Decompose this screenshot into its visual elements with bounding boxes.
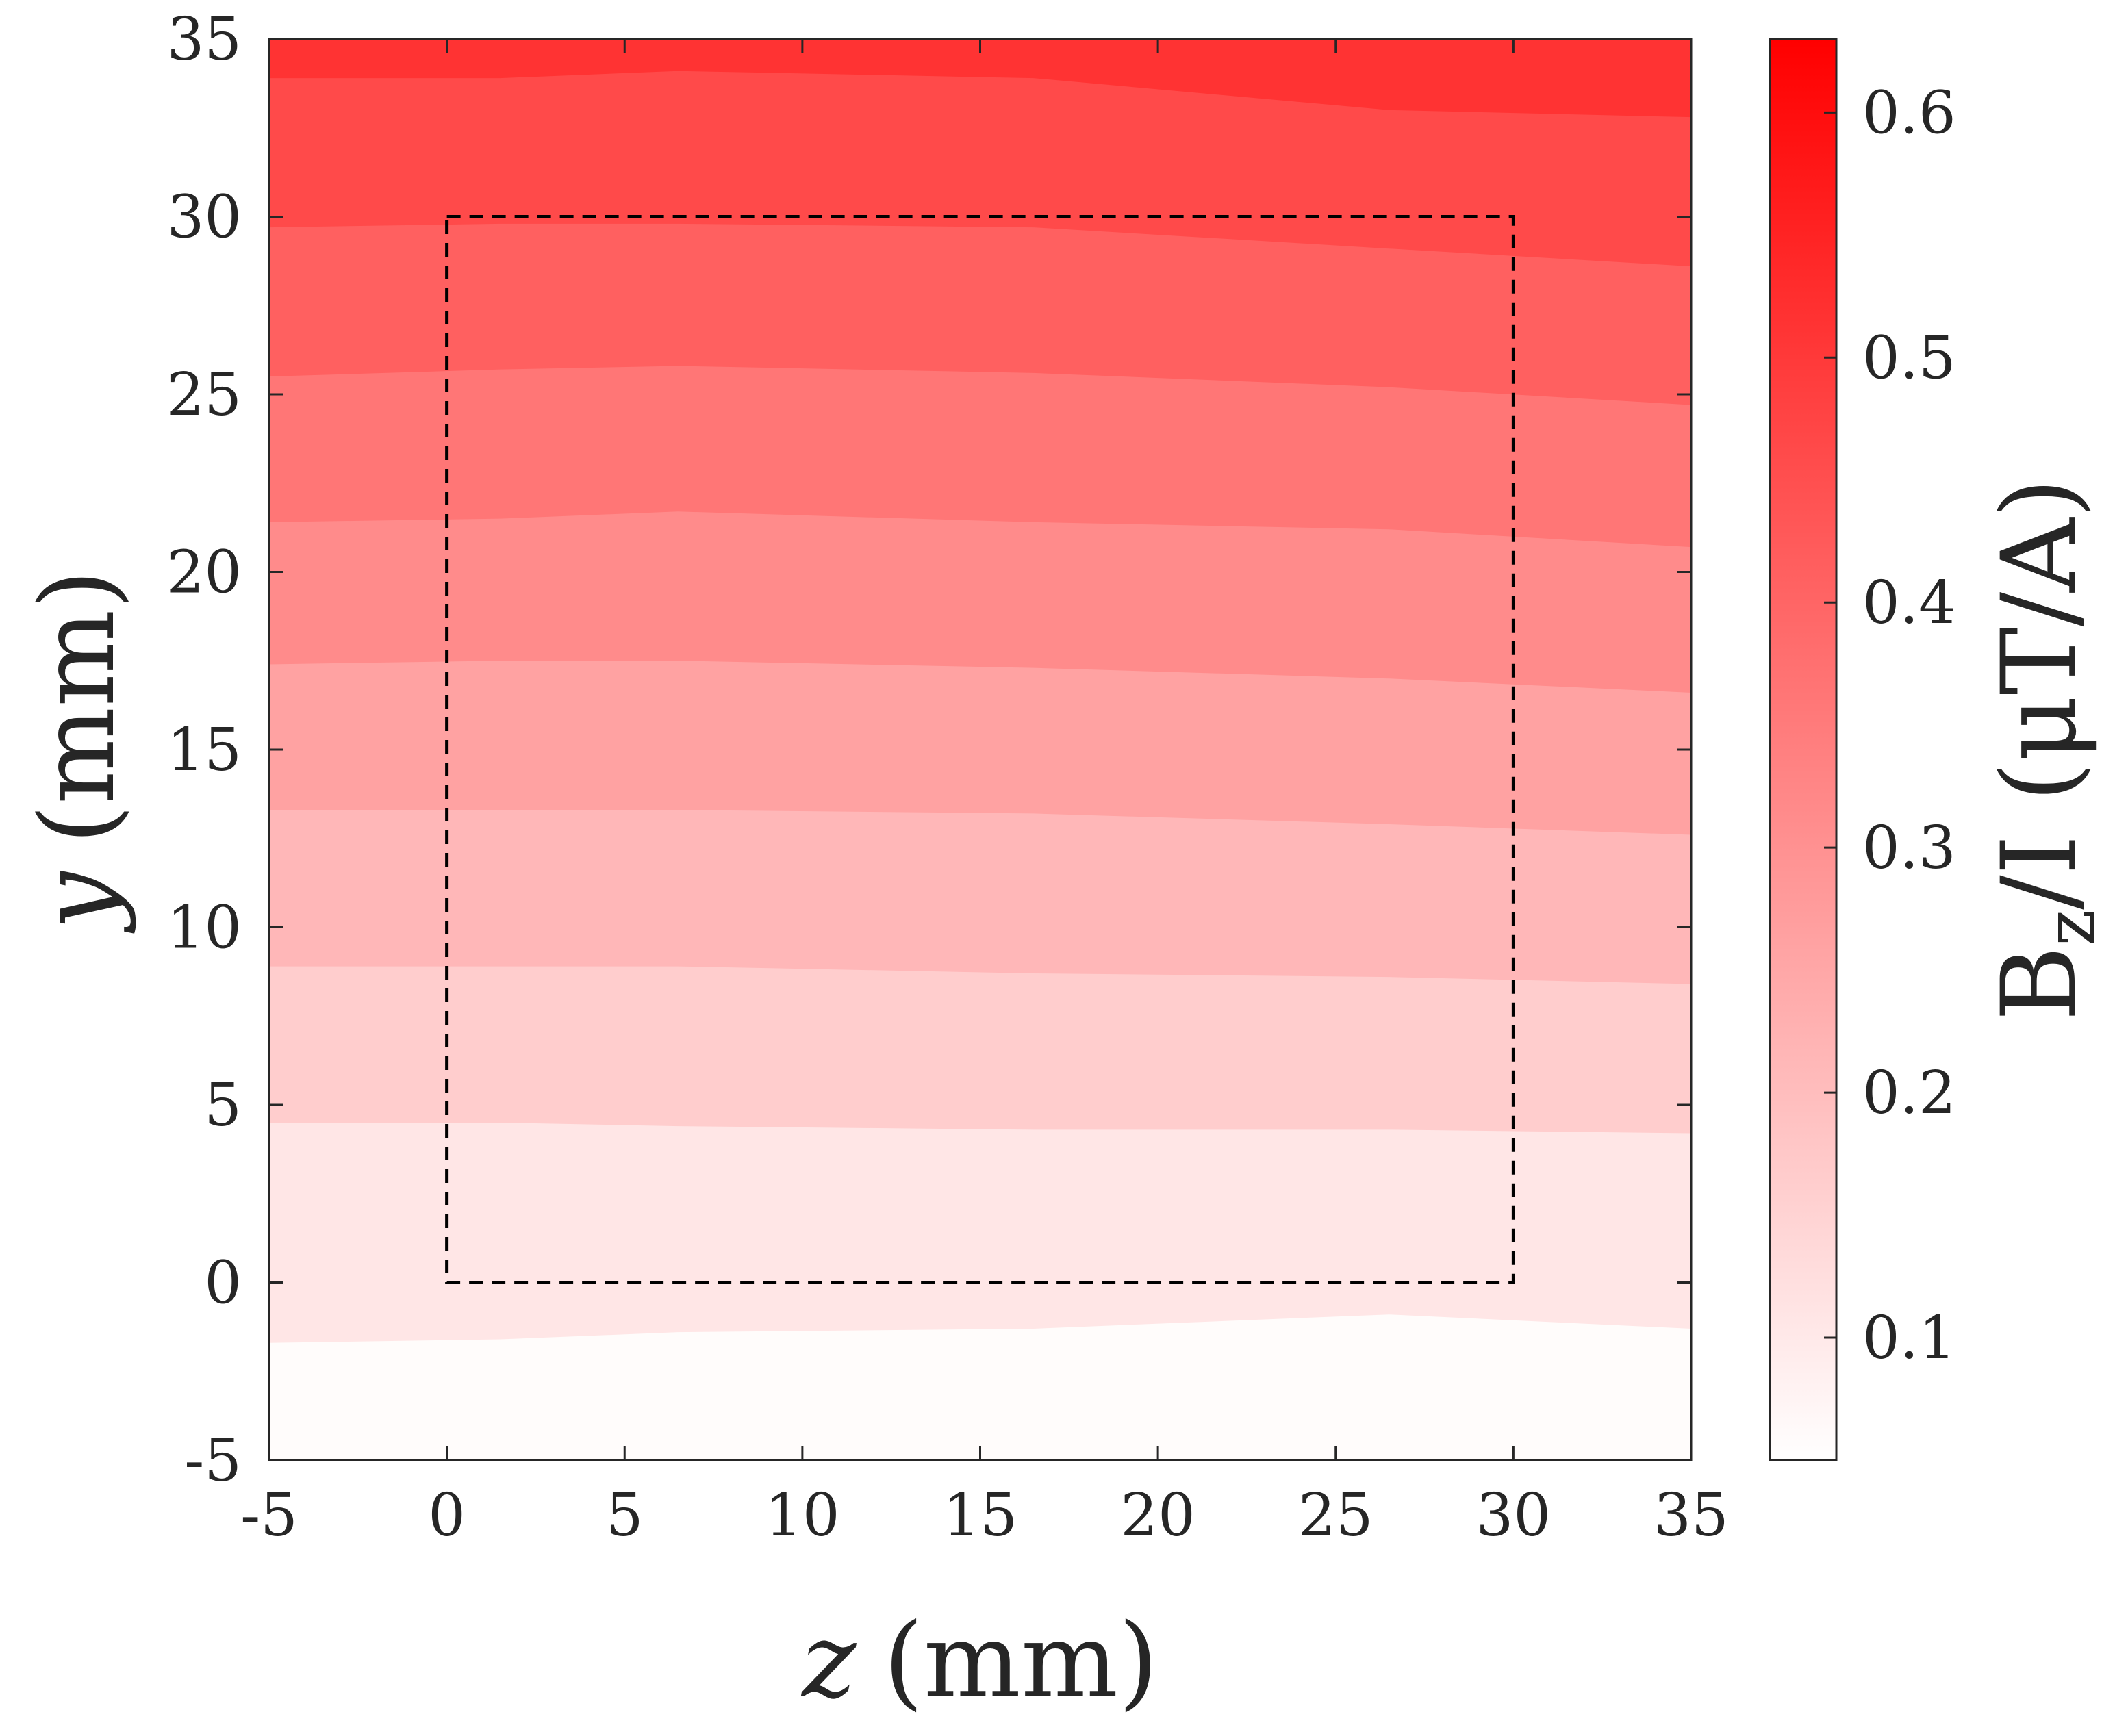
y-tick-label: 0 [204,1249,242,1318]
y-tick-label: -5 [184,1427,242,1495]
colorbar-tick-label: 0.3 [1862,814,1956,882]
x-axis-title: z (mm) [800,1602,1158,1721]
x-axis-var: z [800,1602,857,1721]
colorbar-title-main: B [1980,946,2099,1021]
y-tick-label: 10 [167,894,242,962]
x-tick-label: 10 [765,1481,839,1550]
y-tick-label: 35 [167,5,242,74]
x-tick-label: 20 [1120,1481,1195,1550]
region-outline-box [445,215,1515,1284]
x-tick-label: 15 [943,1481,1017,1550]
colorbar-tick-label: 0.2 [1862,1059,1956,1127]
x-tick-label: 25 [1298,1481,1373,1550]
colorbar [1769,38,1838,1461]
colorbar-tick-label: 0.1 [1862,1304,1956,1373]
y-tick-label: 25 [167,361,242,429]
x-tick-label: 30 [1476,1481,1551,1550]
y-axis-unit: (mm) [18,570,138,845]
colorbar-title: Bz/I (μT/A) [1980,478,2110,1021]
colorbar-tick-label: 0.5 [1862,324,1956,392]
contour-band-9 [269,39,1691,118]
y-tick-label: 30 [167,183,242,252]
colorbar-title-subscript: z [2030,910,2110,946]
colorbar-title-rest: /I (μT/A) [1980,478,2099,910]
y-axis-var: y [18,870,138,934]
x-axis-unit: (mm) [883,1602,1158,1721]
x-tick-label: -5 [240,1481,298,1550]
contour-bands [269,39,1691,1460]
y-tick-label: 5 [204,1071,242,1140]
colorbar-tick-label: 0.6 [1862,79,1956,147]
y-axis-ticks: -5 0 5 10 15 20 25 30 35 [167,5,1691,1495]
colorbar-tick-label: 0.4 [1862,569,1956,637]
x-tick-label: 5 [606,1481,644,1550]
y-tick-label: 20 [167,539,242,607]
x-tick-label: 35 [1654,1481,1728,1550]
x-axis-ticks: -5 0 5 10 15 20 25 30 35 [240,39,1729,1550]
y-tick-label: 15 [167,716,242,784]
colorbar-ticks: 0.1 0.2 0.3 0.4 0.5 0.6 [1824,79,1956,1373]
x-tick-label: 0 [428,1481,466,1550]
y-axis-title: y (mm) [18,570,138,934]
